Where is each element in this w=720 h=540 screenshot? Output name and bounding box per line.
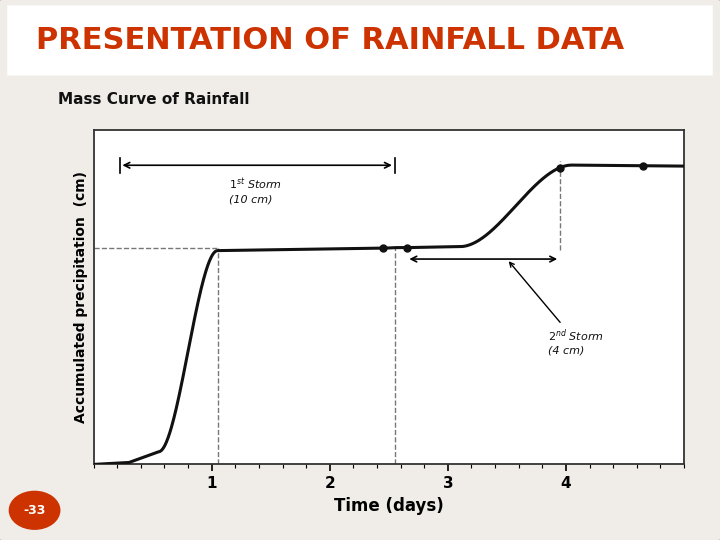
Text: (10 cm): (10 cm): [230, 195, 273, 205]
Point: [401, 244, 413, 252]
Text: Mass Curve of Rainfall: Mass Curve of Rainfall: [58, 92, 249, 107]
Text: -33: -33: [23, 504, 46, 517]
Point: [377, 244, 389, 253]
Y-axis label: Accumulated precipitation  (cm): Accumulated precipitation (cm): [74, 171, 88, 423]
Text: $2^{nd}$ Storm
(4 cm): $2^{nd}$ Storm (4 cm): [510, 262, 604, 355]
Text: $1^{st}$ Storm: $1^{st}$ Storm: [230, 176, 282, 192]
Text: PRESENTATION OF RAINFALL DATA: PRESENTATION OF RAINFALL DATA: [36, 26, 624, 55]
Circle shape: [9, 491, 60, 529]
FancyBboxPatch shape: [7, 5, 713, 76]
Point: [637, 161, 649, 170]
X-axis label: Time (days): Time (days): [334, 497, 444, 515]
Point: [554, 163, 566, 172]
